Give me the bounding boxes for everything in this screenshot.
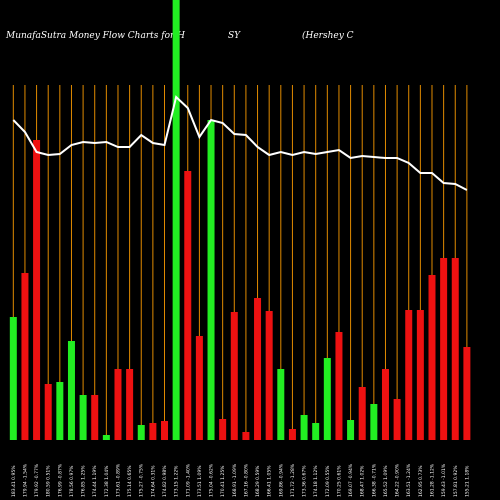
bar xyxy=(451,258,459,440)
bar xyxy=(288,429,296,440)
x-tick-label: 168.47 1.02% xyxy=(360,465,366,497)
x-tick-label: 173.15 1.22% xyxy=(174,465,180,497)
bar xyxy=(405,310,413,440)
bar xyxy=(312,423,320,440)
bar xyxy=(126,369,134,440)
bar xyxy=(91,395,99,440)
bar xyxy=(428,275,436,440)
x-tick-label: 166.41 1.05% xyxy=(267,465,273,497)
x-tick-label: 162.95 0.73% xyxy=(418,465,424,497)
x-tick-label: 176.85 1.25% xyxy=(81,465,87,497)
bar xyxy=(254,298,262,440)
bar xyxy=(172,0,180,440)
x-tick-label: 170.41 1.25% xyxy=(220,465,226,497)
x-tick-label: 183.41 0.95% xyxy=(11,465,17,497)
x-tick-label: 175.14 0.65% xyxy=(127,465,133,497)
bar xyxy=(102,435,110,440)
x-tick-label: 167.16 -0.80% xyxy=(243,463,249,497)
x-tick-label: 165.52 1.09% xyxy=(383,465,389,497)
bar xyxy=(335,332,343,440)
bar xyxy=(21,273,29,440)
x-tick-label: 173.36 0.67% xyxy=(302,465,308,497)
x-tick-label: 173.51 1.09% xyxy=(197,465,203,497)
x-tick-label: 179.94 -1.54% xyxy=(22,463,28,497)
bar xyxy=(9,317,17,440)
bar xyxy=(463,347,471,440)
flow-line xyxy=(12,95,468,191)
x-tick-label: 169.86 -0.94% xyxy=(278,463,284,497)
chart-title: (Hershey C xyxy=(302,30,354,41)
x-tick-label: 166.38 -0.71% xyxy=(371,463,377,497)
bar xyxy=(33,140,41,440)
bar xyxy=(114,369,122,440)
x-tick-label: 159.43 -1.01% xyxy=(441,463,447,497)
x-tick-label: 157.81 0.92% xyxy=(453,465,459,497)
x-tick-label: 155.21 1.18% xyxy=(464,465,470,497)
x-tick-label: 179.92 -0.77% xyxy=(34,463,40,497)
bar xyxy=(300,415,308,440)
x-tick-label: 173.61 -0.89% xyxy=(115,463,121,497)
bar xyxy=(219,419,227,440)
x-tick-label: 168.29 0.59% xyxy=(255,465,261,497)
bar xyxy=(184,171,192,440)
x-tick-label: 174.82 0.98% xyxy=(162,465,168,497)
bar xyxy=(44,384,52,440)
chart-title: MunafaSutra Money Flow Charts for H xyxy=(5,31,185,41)
bar xyxy=(277,369,285,440)
x-tick-label: 174.44 1.19% xyxy=(92,465,98,497)
x-tick-label: 176.99 -0.87% xyxy=(57,463,63,497)
bar xyxy=(440,258,448,440)
bar xyxy=(149,423,157,440)
x-tick-label: 175.27 -0.75% xyxy=(139,463,145,497)
x-tick-label: 164.22 -0.90% xyxy=(395,463,401,497)
x-tick-label: 172.09 0.55% xyxy=(325,465,331,497)
x-tick-label: 163.51 -1.24% xyxy=(406,463,412,497)
bar xyxy=(347,420,355,440)
bar xyxy=(137,425,145,440)
x-tick-label: 170.25 0.61% xyxy=(336,465,342,497)
bar xyxy=(323,358,331,440)
bar xyxy=(67,341,75,440)
bar xyxy=(242,432,250,440)
bar xyxy=(393,399,401,440)
bar xyxy=(370,404,378,440)
bar xyxy=(358,387,366,440)
x-tick-label: 175.04 -0.62% xyxy=(209,463,215,497)
bar xyxy=(56,382,64,440)
x-tick-label: 180.59 0.51% xyxy=(46,465,52,497)
bar xyxy=(416,310,424,440)
x-tick-label: 161.28 -1.12% xyxy=(429,463,435,497)
x-tick-label: 178.56 0.97% xyxy=(69,465,75,497)
x-tick-label: 171.72 -1.28% xyxy=(290,463,296,497)
bar xyxy=(265,311,273,440)
bar xyxy=(79,395,87,440)
x-tick-label: 174.64 0.31% xyxy=(150,465,156,497)
chart-title: SY xyxy=(228,31,241,41)
bar xyxy=(381,369,389,440)
x-tick-label: 168.91 -1.09% xyxy=(232,463,238,497)
bar xyxy=(207,120,215,440)
x-tick-label: 171.09 -1.40% xyxy=(185,463,191,497)
x-tick-label: 169.07 -0.94% xyxy=(348,463,354,497)
bar xyxy=(195,336,203,440)
x-tick-label: 174.18 1.12% xyxy=(313,465,319,497)
bar xyxy=(161,421,169,440)
x-tick-label: 172.38 1.04% xyxy=(104,465,110,497)
bar xyxy=(230,312,238,440)
